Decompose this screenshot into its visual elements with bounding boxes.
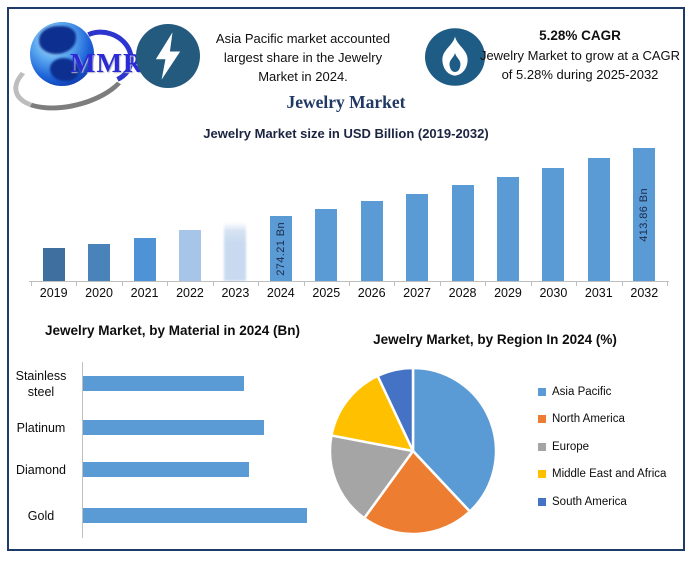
bar-2029 xyxy=(497,177,519,281)
legend-swatch-icon xyxy=(538,498,546,506)
legend-label: South America xyxy=(552,496,627,508)
hbar-stainless-steel xyxy=(83,376,244,391)
legend-swatch-icon xyxy=(538,388,546,396)
legend-item-middle-east-and-africa: Middle East and Africa xyxy=(538,467,666,481)
x-tick-label-2029: 2029 xyxy=(494,286,522,300)
flame-icon xyxy=(424,27,486,87)
pie-slice-asia-pacific xyxy=(411,366,498,513)
region-pie-chart: Jewelry Market, by Region In 2024 (%) As… xyxy=(328,330,685,542)
x-tick-label-2021: 2021 xyxy=(130,286,159,300)
pie-slice-north-america xyxy=(362,449,472,536)
legend-label: Middle East and Africa xyxy=(552,468,667,480)
pie-slice-south-america xyxy=(376,366,415,453)
x-tick-label-2026: 2026 xyxy=(357,286,386,300)
cagr-title: 5.28% CAGR xyxy=(539,28,621,43)
x-tick-label-2031: 2031 xyxy=(584,286,613,300)
bar-2030 xyxy=(542,168,565,281)
lightning-icon xyxy=(136,24,200,88)
hbar-label-diamond: Diamond xyxy=(15,463,67,477)
x-tick-label-2019: 2019 xyxy=(39,286,68,300)
usd-bar-plot: 274.21 Bn 413.86 Bn xyxy=(31,148,667,281)
legend-swatch-icon xyxy=(538,415,546,423)
x-tick-label-2020: 2020 xyxy=(85,286,113,300)
bar-2026 xyxy=(360,201,383,281)
material-chart-title: Jewelry Market, by Material in 2024 (Bn) xyxy=(44,323,301,338)
legend-item-south-america: South America xyxy=(538,495,627,509)
globe-icon xyxy=(30,22,94,86)
usd-x-labels: 2019 2020 2021 2022 2023 2024 2025 2026 2027 2028… xyxy=(31,286,667,302)
hbar-diamond xyxy=(83,462,249,477)
cagr-text: Jewelry Market to grow at a CAGR of 5.28… xyxy=(479,48,681,82)
hbar-gold xyxy=(83,508,307,523)
bar-2032: 413.86 Bn xyxy=(633,148,656,281)
bar-2023 xyxy=(224,223,247,281)
bar-2027 xyxy=(406,194,429,281)
bar-value-label-2032: 413.86 Bn xyxy=(638,187,651,242)
pie-chart xyxy=(328,366,498,536)
material-y-axis xyxy=(82,362,83,538)
hbar-platinum xyxy=(83,420,264,435)
bar-2020 xyxy=(88,244,111,281)
legend-label: Europe xyxy=(552,441,590,453)
region-chart-title: Jewelry Market, by Region In 2024 (%) xyxy=(373,332,617,347)
legend-swatch-icon xyxy=(538,443,546,451)
hbar-label-stainless-steel: Stainless steel xyxy=(15,369,67,399)
legend-item-europe: Europe xyxy=(538,440,589,454)
usd-bar-chart: Jewelry Market size in USD Billion (2019… xyxy=(0,120,692,308)
x-tick-label-2024: 2024 xyxy=(266,286,295,300)
highlight-left-text: Asia Pacific market accounted largest sh… xyxy=(215,31,391,84)
outer-border xyxy=(7,7,685,551)
bar-2019 xyxy=(42,248,65,281)
bar-2021 xyxy=(133,238,156,281)
pie-slice-europe xyxy=(328,434,415,520)
x-tick-label-2025: 2025 xyxy=(312,286,341,300)
legend-item-asia-pacific: Asia Pacific xyxy=(538,385,611,399)
cagr-callout: 5.28% CAGR Jewelry Market to grow at a C… xyxy=(478,26,682,84)
bar-2025 xyxy=(315,209,338,281)
mmr-logo: MMR xyxy=(6,16,144,122)
x-tick-label-2023: 2023 xyxy=(221,286,250,300)
x-tick-label-2022: 2022 xyxy=(176,286,204,300)
hbar-label-gold: Gold xyxy=(27,509,55,523)
bar-2024: 274.21 Bn xyxy=(269,216,292,281)
x-tick-label-2027: 2027 xyxy=(403,286,431,300)
usd-x-axis xyxy=(29,281,669,287)
bar-2028 xyxy=(451,185,474,281)
page-title: Jewelry Market xyxy=(286,92,406,112)
bar-2022 xyxy=(179,230,201,281)
usd-bar-chart-title: Jewelry Market size in USD Billion (2019… xyxy=(203,126,489,141)
pie-slice-middle-east-and-africa xyxy=(330,374,415,453)
legend-item-north-america: North America xyxy=(538,412,625,426)
x-tick-label-2028: 2028 xyxy=(448,286,477,300)
material-bar-chart: Jewelry Market, by Material in 2024 (Bn)… xyxy=(0,320,345,542)
logo-text: MMR xyxy=(70,48,144,78)
legend-label: North America xyxy=(552,413,625,425)
legend-label: Asia Pacific xyxy=(552,386,612,398)
bar-value-label-2024: 274.21 Bn xyxy=(274,221,287,276)
bar-2031 xyxy=(587,158,610,281)
x-tick-label-2030: 2030 xyxy=(539,286,568,300)
legend-swatch-icon xyxy=(538,470,546,478)
hbar-label-platinum: Platinum xyxy=(16,421,66,435)
x-tick-label-2032: 2032 xyxy=(630,286,659,300)
